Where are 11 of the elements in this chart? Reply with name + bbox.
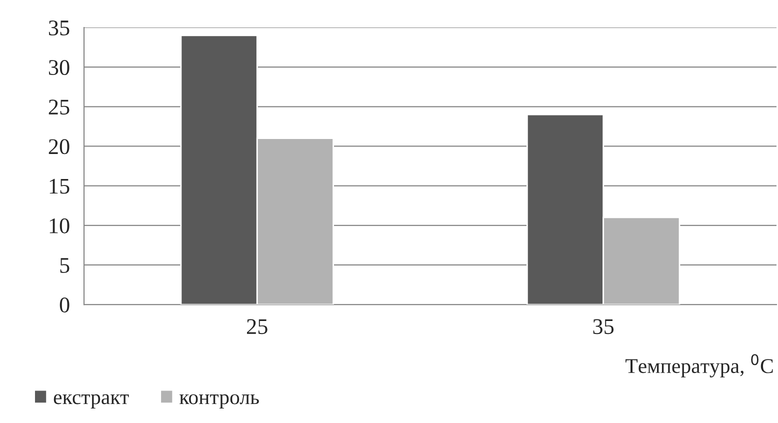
- y-tick-label: 15: [50, 178, 70, 194]
- legend-label: екстракт: [54, 394, 129, 408]
- y-tick-label: 25: [48, 100, 70, 115]
- y-tick-label: 30: [48, 60, 70, 76]
- y-tick-label: 10: [50, 218, 70, 234]
- legend-label: контроль: [180, 394, 259, 408]
- y-tick-label: 5: [60, 258, 70, 273]
- y-tick-label: 35: [48, 20, 70, 36]
- y-tick-label: 0: [60, 297, 70, 312]
- x-axis-title: Температура, $^{0}$C: [626, 354, 773, 378]
- y-tick-label: 20: [48, 139, 70, 154]
